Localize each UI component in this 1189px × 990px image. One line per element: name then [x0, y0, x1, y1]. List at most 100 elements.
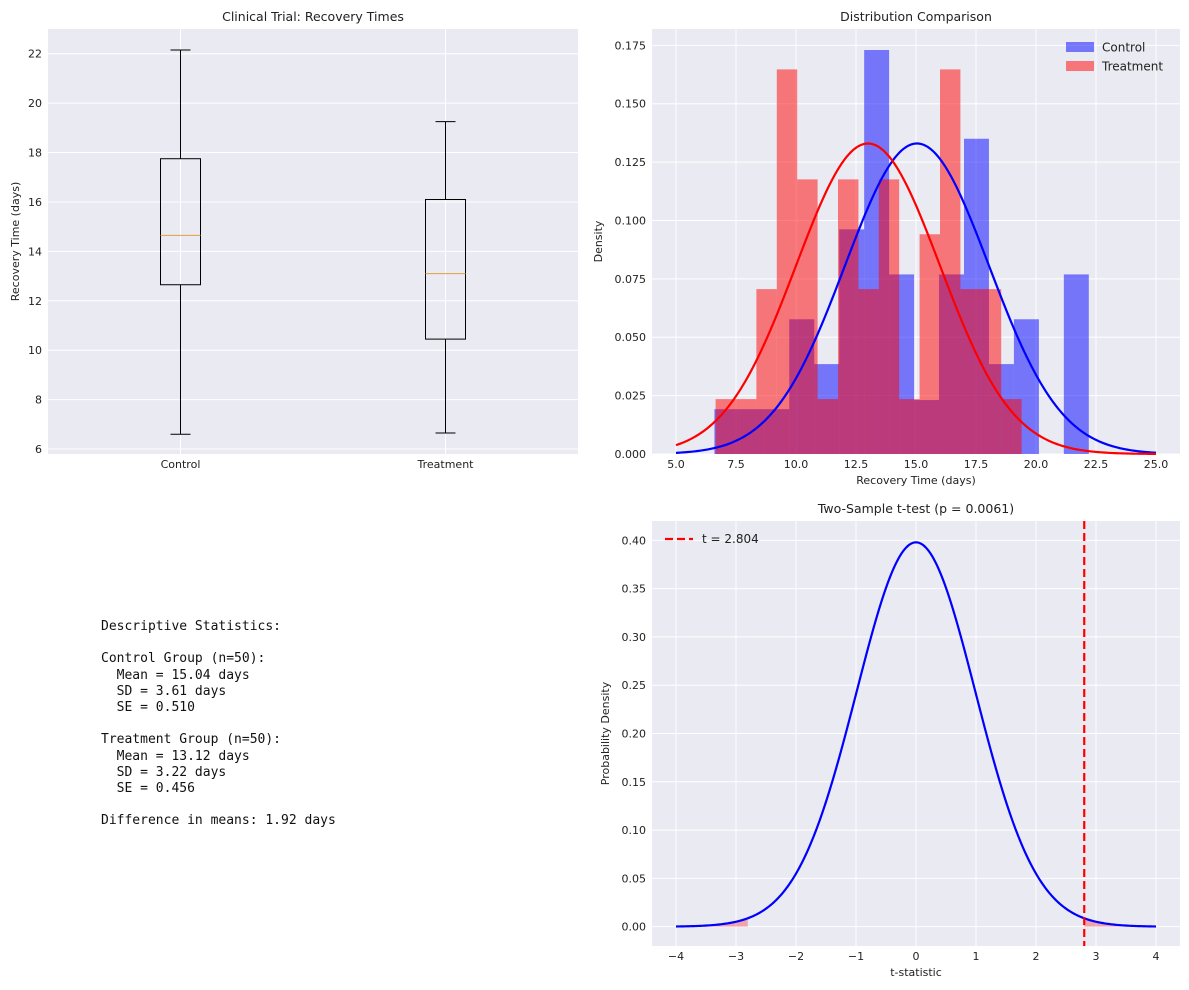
y-tick-label: 0.000	[615, 448, 647, 461]
y-tick-label: 0.150	[615, 98, 647, 111]
y-tick-label: 0.175	[615, 39, 647, 52]
stats-line: SD = 3.61 days	[101, 683, 227, 699]
box-control	[160, 49, 201, 435]
y-tick-label: 0.050	[615, 331, 647, 344]
x-tick-label: Treatment	[417, 458, 475, 471]
x-tick-label: 25.0	[1144, 458, 1169, 471]
y-tick-label: 16	[28, 196, 42, 209]
t-test-panel: 0.00 0.05 0.10 0.15 0.20 0.25 0.30 0.35 0.40 −4 −3…	[599, 501, 1180, 979]
x-tick-label: 2	[1033, 950, 1040, 963]
stats-line: Descriptive Statistics:	[101, 619, 282, 634]
y-tick-label: 12	[28, 295, 42, 308]
y-tick-label: 14	[28, 245, 42, 258]
x-tick-label: −1	[848, 950, 864, 963]
legend-label: Control	[1102, 41, 1145, 55]
y-tick-label: 0.025	[615, 390, 647, 403]
y-tick-label: 0.30	[622, 631, 647, 644]
x-tick-label: Control	[161, 458, 201, 471]
x-tick-label: 20.0	[1024, 458, 1049, 471]
histogram-bar	[919, 234, 940, 454]
rejection-region	[676, 918, 748, 927]
normal-fit-control	[675, 142, 1157, 454]
histogram-bar	[776, 69, 798, 455]
y-tick-label: 0.25	[622, 679, 647, 692]
histogram-bar	[756, 289, 777, 454]
y-tick-label: 0.20	[622, 728, 647, 741]
legend: Control Treatment	[1066, 41, 1163, 74]
y-tick-label: 18	[28, 147, 42, 160]
stats-line: Treatment Group (n=50):	[101, 732, 282, 748]
stats-line	[101, 635, 336, 651]
stats-line: SE = 0.510	[101, 699, 195, 715]
y-axis-label: Density	[592, 220, 605, 262]
x-tick-label: 1	[973, 950, 980, 963]
legend-label: t = 2.804	[702, 532, 759, 546]
y-tick-label: 22	[28, 48, 42, 61]
normal-fit-treatment	[675, 142, 1157, 455]
y-tick-label: 8	[35, 394, 42, 407]
x-tick-label: 15.0	[904, 458, 929, 471]
y-tick-label: 0.35	[622, 583, 647, 596]
x-tick-label: 4	[1153, 950, 1160, 963]
histogram-bar	[899, 399, 920, 454]
t-distribution-curve	[675, 541, 1157, 928]
y-tick-label: 10	[28, 344, 42, 357]
y-tick-label: 0.05	[622, 872, 647, 885]
histogram-bar	[838, 179, 859, 454]
iqr-box	[425, 198, 466, 340]
stats-line: Control Group (n=50):	[101, 651, 266, 667]
y-tick-label: 6	[35, 443, 42, 456]
x-tick-label: 12.5	[844, 458, 869, 471]
iqr-box	[160, 158, 201, 286]
legend: t = 2.804	[665, 532, 759, 546]
x-axis-label: t-statistic	[890, 966, 942, 979]
y-tick-label: 0.075	[615, 273, 647, 286]
y-tick-label: 0.10	[622, 824, 647, 837]
histogram-panel: 0.000 0.025 0.050 0.075 0.100 0.125 0.150 0.175…	[592, 9, 1180, 487]
y-tick-label: 0.125	[615, 156, 647, 169]
box-treatment	[425, 121, 466, 434]
histogram-bar	[878, 179, 900, 454]
stats-line	[101, 797, 336, 813]
stats-line: SD = 3.22 days	[101, 764, 227, 780]
histogram-bar	[940, 69, 961, 455]
x-tick-label: 7.5	[727, 458, 745, 471]
stats-line: Mean = 13.12 days	[101, 748, 250, 764]
stats-line: Difference in means: 1.92 days	[101, 813, 336, 829]
histogram-bar	[1063, 274, 1089, 454]
stats-line: Mean = 15.04 days	[101, 667, 250, 683]
histogram-bar	[1001, 399, 1022, 454]
rejection-region	[1084, 918, 1156, 927]
plot-area	[48, 29, 578, 454]
x-tick-label: −2	[788, 950, 804, 963]
y-axis-label: Recovery Time (days)	[9, 182, 22, 301]
y-axis-label: Probability Density	[599, 681, 612, 785]
histogram-bar	[817, 399, 838, 454]
x-tick-label: 17.5	[964, 458, 989, 471]
histogram-bar	[960, 289, 981, 454]
x-tick-label: 0	[913, 950, 920, 963]
x-tick-label: 5.0	[667, 458, 685, 471]
x-tick-label: 3	[1093, 950, 1100, 963]
y-tick-label: 0.40	[622, 534, 647, 547]
legend-label: Treatment	[1101, 60, 1163, 74]
stats-line: SE = 0.456	[101, 780, 195, 796]
x-tick-label: −4	[668, 950, 684, 963]
x-axis-label: Recovery Time (days)	[856, 474, 975, 487]
chart-title: Clinical Trial: Recovery Times	[222, 9, 404, 24]
descriptive-statistics: Descriptive Statistics: Control Group (n=…	[101, 619, 336, 829]
legend-swatch	[1066, 42, 1094, 52]
y-tick-label: 0.100	[615, 214, 647, 227]
histogram-bar	[858, 289, 879, 454]
x-tick-label: 22.5	[1084, 458, 1109, 471]
histogram-bar	[736, 399, 757, 454]
chart-title: Distribution Comparison	[840, 9, 992, 24]
y-tick-label: 0.15	[622, 776, 647, 789]
histogram-bar	[715, 399, 736, 454]
y-tick-label: 0.00	[622, 921, 647, 934]
boxplot-panel: 6 8 10 12 14 16 18 20 22 Control Treatment Clinical…	[9, 9, 578, 471]
y-tick-label: 20	[28, 97, 42, 110]
histogram-bar	[980, 289, 1002, 454]
x-tick-label: 10.0	[784, 458, 809, 471]
